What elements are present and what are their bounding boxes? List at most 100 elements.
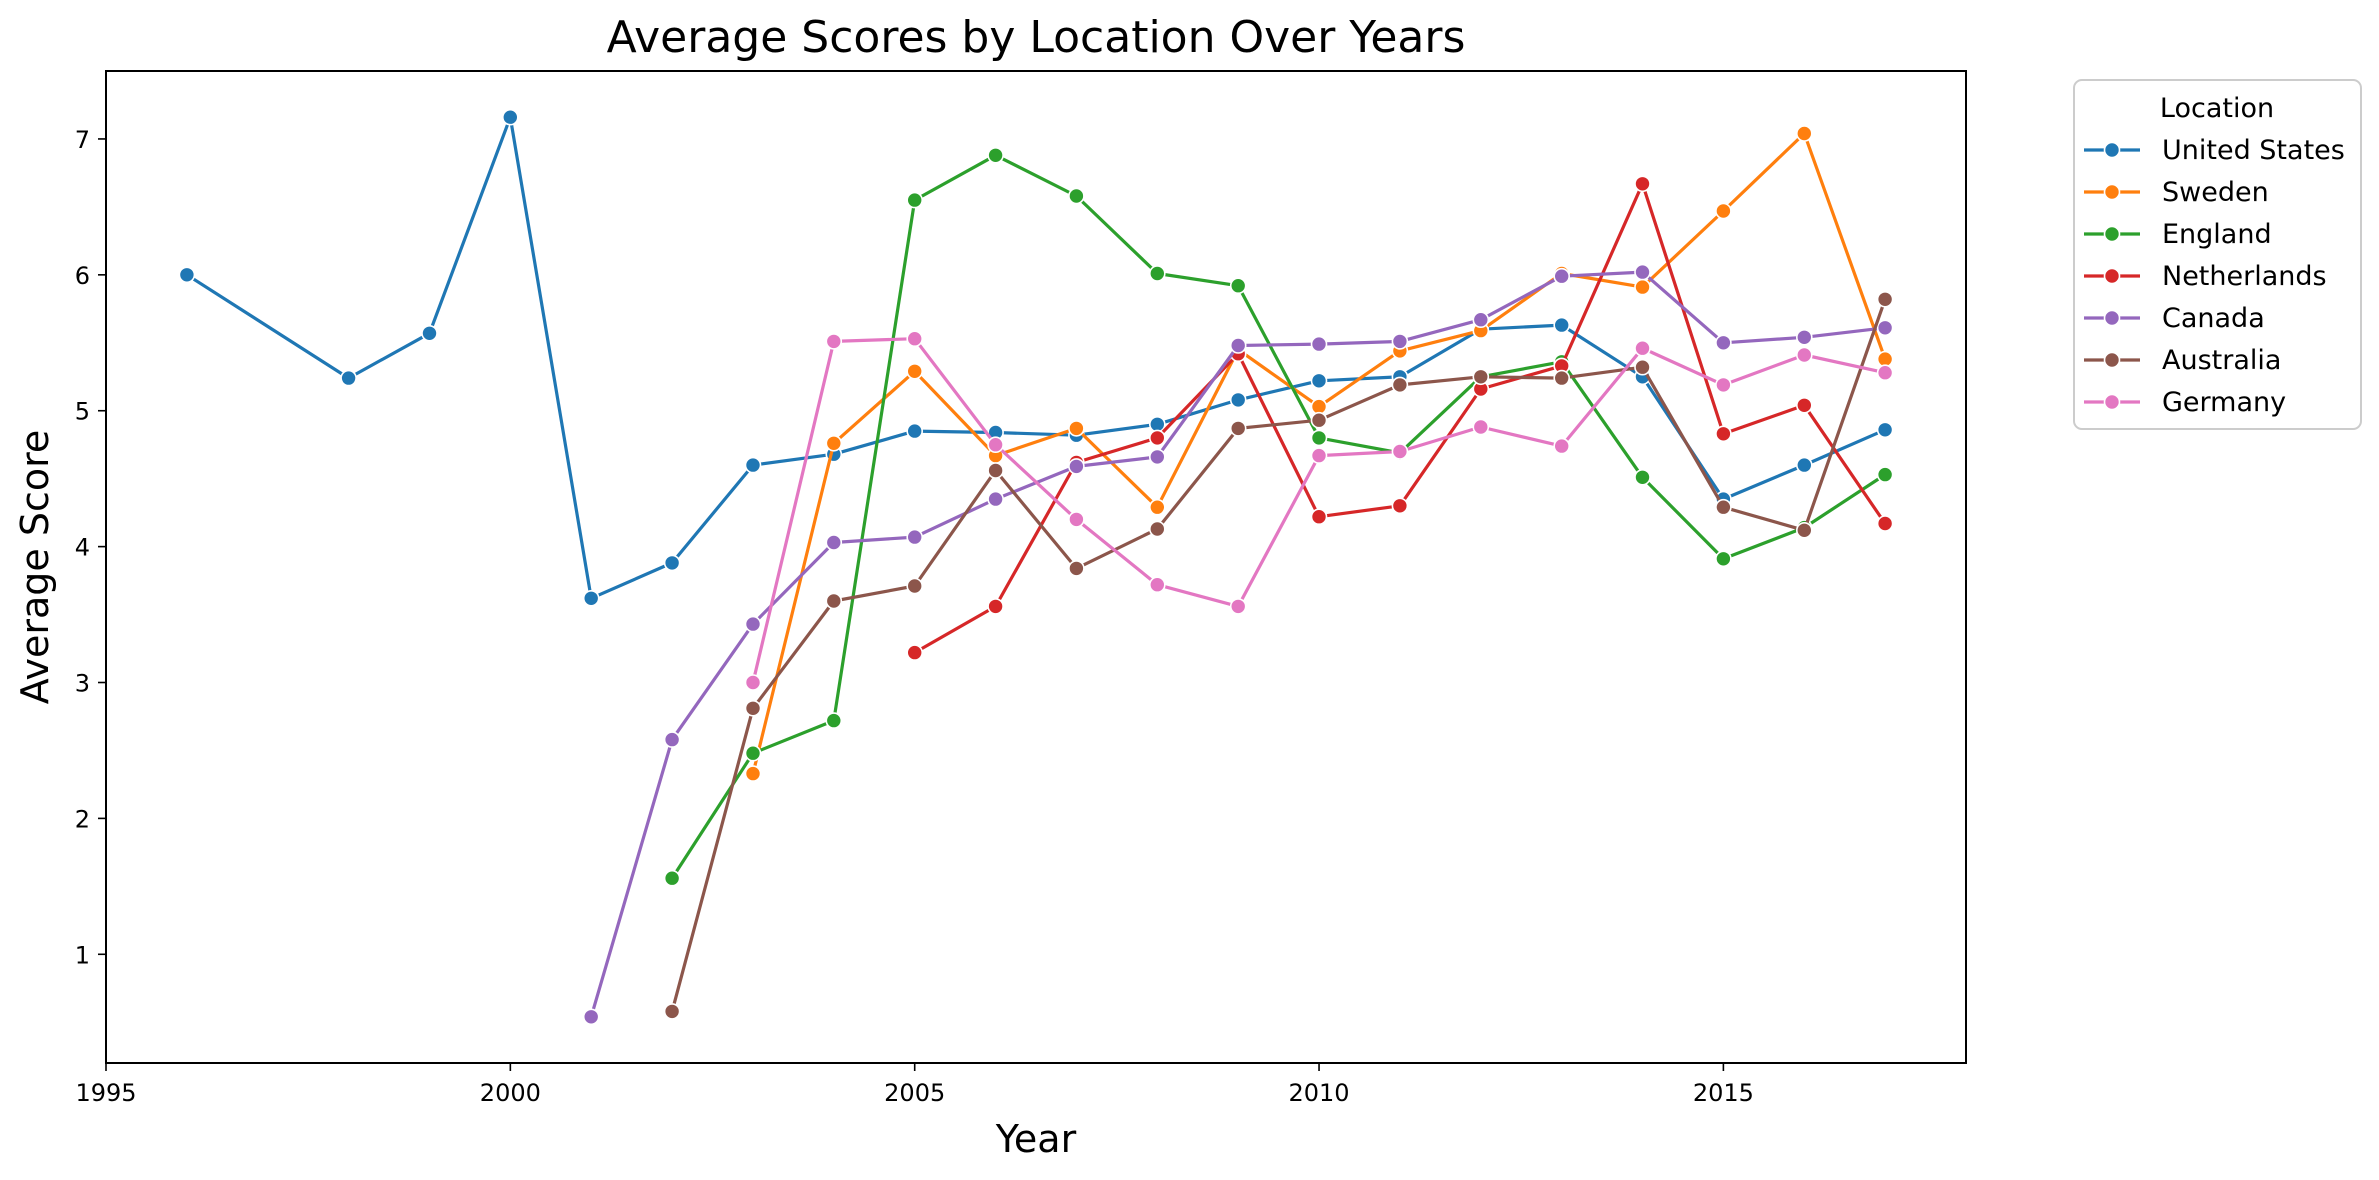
data-point-germany — [1068, 511, 1085, 528]
y-tick-label: 7 — [75, 126, 90, 154]
data-point-united-states — [663, 554, 681, 572]
legend-item-australia: Australia — [2084, 345, 2281, 376]
data-point-canada — [1149, 448, 1166, 466]
legend-item-germany: Germany — [2084, 387, 2286, 418]
data-point-sweden — [744, 765, 762, 782]
data-point-canada — [1634, 263, 1651, 281]
data-point-australia — [1229, 420, 1247, 437]
data-point-australia — [1472, 368, 1490, 386]
data-point-united-states — [1229, 391, 1247, 409]
x-tick-label: 1995 — [75, 1079, 136, 1107]
data-point-netherlands — [906, 644, 924, 661]
data-point-australia — [1634, 358, 1651, 376]
legend-label: Netherlands — [2162, 261, 2327, 292]
data-point-netherlands — [1715, 425, 1732, 443]
data-point-australia — [663, 1003, 681, 1020]
x-tick-label: 2015 — [1693, 1079, 1754, 1107]
legend-swatch-marker — [2103, 183, 2121, 201]
data-point-australia — [825, 592, 843, 610]
data-point-england — [987, 147, 1004, 164]
data-point-united-states — [582, 589, 600, 607]
data-point-australia — [1715, 498, 1732, 516]
legend-swatch-marker — [2103, 309, 2121, 327]
data-point-canada — [1876, 319, 1894, 337]
data-point-australia — [1310, 411, 1328, 429]
legend-box — [2073, 79, 2362, 430]
legend-item-england: England — [2084, 219, 2272, 250]
data-point-united-states — [178, 266, 196, 284]
y-tick-label: 5 — [75, 398, 90, 426]
plot-area — [178, 108, 1894, 1026]
y-tick-label: 6 — [75, 262, 90, 290]
data-point-netherlands — [1876, 515, 1894, 532]
data-point-australia — [1796, 521, 1813, 539]
data-point-germany — [987, 436, 1004, 454]
data-point-australia — [987, 462, 1004, 479]
data-point-australia — [1149, 520, 1166, 538]
data-point-germany — [1310, 447, 1328, 464]
data-point-germany — [906, 330, 924, 348]
data-point-united-states — [1149, 415, 1166, 433]
data-point-germany — [1472, 418, 1490, 436]
series-line-england — [670, 153, 1887, 880]
chart-title: Average Scores by Location Over Years — [607, 12, 1466, 63]
data-point-canada — [1229, 337, 1247, 354]
data-point-sweden — [1068, 420, 1085, 437]
data-point-england — [825, 712, 843, 729]
data-point-canada — [744, 615, 762, 633]
data-point-england — [1876, 466, 1894, 483]
data-point-germany — [1391, 443, 1409, 460]
data-point-germany — [1229, 598, 1247, 615]
data-point-netherlands — [1796, 396, 1813, 414]
data-point-netherlands — [1149, 429, 1166, 447]
data-point-germany — [1149, 576, 1166, 594]
data-point-canada — [1796, 328, 1813, 346]
series-australia — [663, 290, 1894, 1020]
y-axis-title: Average Score — [13, 430, 57, 705]
data-point-canada — [906, 528, 924, 546]
legend-swatch-marker — [2103, 267, 2121, 285]
data-point-germany — [1876, 364, 1894, 382]
data-point-netherlands — [1310, 508, 1328, 526]
legend-item-canada: Canada — [2084, 303, 2265, 334]
data-point-australia — [1068, 560, 1085, 577]
data-point-canada — [987, 490, 1004, 508]
x-tick-label: 2010 — [1289, 1079, 1350, 1107]
data-point-australia — [744, 699, 762, 717]
data-point-sweden — [1149, 498, 1166, 516]
data-point-england — [906, 191, 924, 209]
data-point-united-states — [906, 422, 924, 440]
legend-swatch-marker — [2103, 225, 2121, 243]
data-point-canada — [1472, 311, 1490, 329]
data-point-sweden — [1876, 350, 1894, 368]
legend-label: United States — [2162, 135, 2345, 166]
data-point-united-states — [501, 108, 519, 126]
data-point-england — [1634, 468, 1651, 486]
data-point-netherlands — [1391, 497, 1409, 515]
data-point-england — [1149, 265, 1166, 282]
data-point-sweden — [1634, 278, 1651, 296]
legend-swatch-marker — [2103, 351, 2121, 369]
data-point-england — [1310, 429, 1328, 447]
legend: Location United States Sweden England Nethe… — [2073, 79, 2362, 430]
data-point-united-states — [744, 456, 762, 474]
data-point-sweden — [1310, 398, 1328, 415]
y-tick-label: 3 — [75, 670, 90, 698]
legend-label: Australia — [2162, 345, 2281, 376]
x-axis-title: Year — [995, 1117, 1077, 1161]
data-point-canada — [1310, 335, 1328, 353]
data-point-united-states — [1796, 456, 1813, 474]
legend-title: Location — [2160, 93, 2274, 124]
data-point-australia — [906, 577, 924, 595]
legend-item-sweden: Sweden — [2084, 177, 2269, 208]
data-point-germany — [825, 333, 843, 350]
data-point-canada — [582, 1008, 600, 1026]
data-point-sweden — [1715, 202, 1732, 220]
data-point-netherlands — [1634, 175, 1651, 193]
legend-swatch-marker — [2103, 393, 2121, 411]
data-point-germany — [744, 674, 762, 691]
plot-frame — [105, 70, 1967, 1064]
data-point-netherlands — [987, 598, 1004, 615]
